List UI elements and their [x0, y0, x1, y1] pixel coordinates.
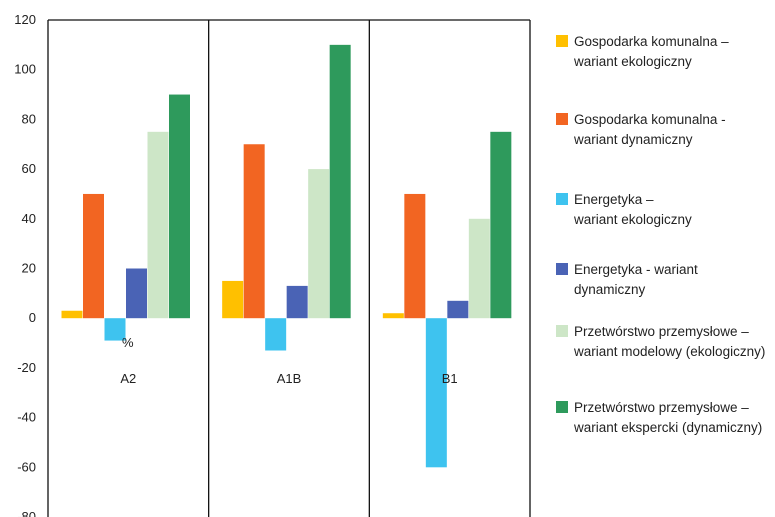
category-label: A1B [277, 371, 302, 386]
bar [243, 144, 265, 319]
y-axis-ticks: 120 100 80 60 40 20 0 -20 -40 -60 -80 [14, 12, 36, 517]
legend-item: Gospodarka komunalna – wariant ekologiczn… [556, 32, 771, 72]
legend-label: Przetwórstwo przemysłowe – wariant eksper… [574, 398, 762, 438]
legend-label-line: wariant modelowy (ekologiczny) [574, 344, 766, 359]
y-tick-label: -80 [17, 509, 36, 517]
legend-label-line: Przetwórstwo przemysłowe – [574, 400, 749, 415]
legend-label-line: Przetwórstwo przemysłowe – [574, 324, 749, 339]
legend-label: Energetyka - wariant dynamiczny [574, 260, 771, 300]
chart-frame [47, 19, 531, 517]
bar [425, 318, 447, 468]
legend-swatch [556, 401, 568, 413]
bar [147, 131, 169, 319]
legend-swatch [556, 35, 568, 47]
legend-swatch [556, 263, 568, 275]
legend-item: Energetyka – wariant ekologiczny [556, 190, 771, 230]
legend-swatch [556, 325, 568, 337]
category-label: A2 [120, 371, 136, 386]
bar [404, 193, 426, 319]
bar [265, 318, 287, 351]
y-tick-label: 80 [22, 111, 36, 126]
y-tick-label: 40 [22, 211, 36, 226]
bar [83, 193, 104, 319]
bar [286, 285, 308, 319]
legend-label-line: wariant dynamiczny [574, 132, 693, 147]
y-tick-label: -40 [17, 410, 36, 425]
bars [61, 44, 512, 468]
bar [61, 310, 83, 319]
legend-label: Przetwórstwo przemysłowe – wariant modelo… [574, 322, 765, 362]
legend-swatch [556, 113, 568, 125]
bar [222, 280, 244, 319]
y-tick-label: 120 [14, 12, 36, 27]
y-tick-label: 100 [14, 62, 36, 77]
legend-label: Gospodarka komunalna – wariant ekologiczn… [574, 32, 729, 72]
legend-label-line: Energetyka – [574, 192, 654, 207]
bar [468, 218, 490, 319]
y-tick-label: 20 [22, 261, 36, 276]
y-tick-label: 60 [22, 161, 36, 176]
legend-label-line: wariant ekologiczny [574, 212, 692, 227]
bar [126, 268, 147, 319]
bar [329, 44, 351, 319]
legend-label: Gospodarka komunalna - wariant dynamiczny [574, 110, 726, 150]
legend-label: Energetyka – wariant ekologiczny [574, 190, 692, 230]
bar [308, 169, 330, 319]
category-label: B1 [442, 371, 458, 386]
legend-label-line: wariant ekologiczny [574, 54, 692, 69]
bar [104, 318, 126, 341]
bar [447, 300, 469, 319]
bar [382, 313, 404, 319]
y-tick-label: -20 [17, 360, 36, 375]
bar [490, 131, 512, 319]
unit-label: % [122, 335, 134, 350]
legend-label-line: Gospodarka komunalna - [574, 112, 726, 127]
legend-item: Energetyka - wariant dynamiczny [556, 260, 771, 300]
legend-label-line: Gospodarka komunalna – [574, 34, 729, 49]
legend-swatch [556, 193, 568, 205]
legend-label-line: Energetyka - wariant dynamiczny [574, 262, 698, 297]
legend-item: Przetwórstwo przemysłowe – wariant eksper… [556, 398, 771, 438]
legend-label-line: wariant ekspercki (dynamiczny) [574, 420, 763, 435]
y-tick-label: -60 [17, 459, 36, 474]
legend-item: Przetwórstwo przemysłowe – wariant modelo… [556, 322, 771, 362]
y-tick-label: 0 [29, 310, 36, 325]
category-labels: A2 A1B B1 [120, 371, 457, 386]
bar [169, 94, 190, 319]
legend-item: Gospodarka komunalna - wariant dynamiczny [556, 110, 771, 150]
